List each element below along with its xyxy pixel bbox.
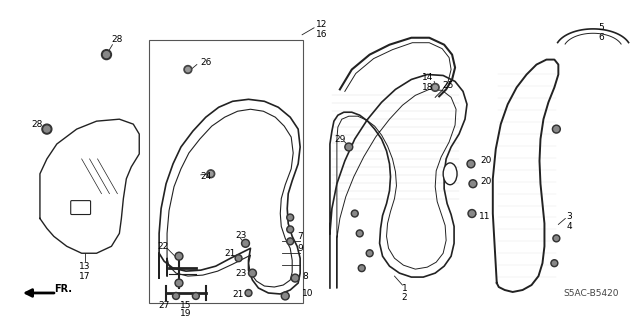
Circle shape (358, 231, 362, 235)
Text: S5AC-B5420: S5AC-B5420 (563, 289, 619, 298)
Circle shape (554, 127, 559, 132)
Circle shape (345, 143, 353, 151)
Circle shape (175, 252, 183, 260)
Circle shape (44, 126, 50, 132)
Circle shape (248, 269, 257, 277)
Circle shape (42, 124, 52, 134)
Circle shape (351, 210, 358, 217)
Text: 9: 9 (297, 244, 303, 253)
Text: 22: 22 (157, 242, 169, 251)
Circle shape (246, 291, 250, 295)
Text: 20: 20 (480, 156, 492, 165)
Text: 29: 29 (334, 135, 346, 144)
Circle shape (470, 211, 474, 216)
Circle shape (173, 293, 179, 300)
Text: 10: 10 (302, 289, 314, 299)
Circle shape (174, 294, 178, 298)
Circle shape (554, 236, 558, 240)
Circle shape (288, 227, 292, 231)
Circle shape (288, 216, 292, 219)
Text: 12: 12 (316, 20, 328, 29)
Text: 1: 1 (401, 284, 407, 293)
Circle shape (287, 214, 294, 221)
Circle shape (356, 230, 364, 237)
Circle shape (551, 260, 558, 267)
Circle shape (207, 170, 215, 178)
Circle shape (175, 279, 183, 287)
Circle shape (360, 266, 364, 270)
Text: 15: 15 (180, 301, 191, 310)
Circle shape (184, 65, 192, 73)
Circle shape (209, 172, 213, 176)
Circle shape (433, 85, 437, 90)
Circle shape (552, 125, 561, 133)
Text: 19: 19 (180, 309, 191, 318)
Text: 7: 7 (297, 232, 303, 241)
Circle shape (468, 210, 476, 218)
Text: 8: 8 (302, 271, 308, 281)
Text: 6: 6 (598, 33, 604, 42)
Text: 21: 21 (232, 291, 243, 300)
Text: 20: 20 (480, 177, 492, 186)
Circle shape (468, 161, 474, 166)
Text: 11: 11 (479, 212, 490, 221)
Circle shape (470, 181, 476, 186)
Ellipse shape (443, 163, 457, 185)
Circle shape (431, 84, 439, 91)
Circle shape (292, 276, 298, 281)
Circle shape (291, 274, 299, 282)
Circle shape (243, 241, 248, 246)
Text: 23: 23 (235, 269, 246, 278)
Text: 16: 16 (316, 30, 328, 39)
Circle shape (367, 251, 372, 255)
Text: 26: 26 (201, 58, 212, 67)
Circle shape (288, 239, 292, 243)
Text: 27: 27 (158, 301, 170, 310)
Circle shape (250, 271, 255, 276)
Circle shape (237, 256, 241, 260)
Circle shape (469, 180, 477, 188)
Circle shape (241, 239, 250, 247)
Circle shape (186, 67, 190, 72)
Circle shape (366, 250, 373, 257)
Circle shape (358, 265, 365, 271)
Circle shape (552, 261, 556, 265)
Text: 2: 2 (402, 293, 407, 302)
Circle shape (235, 255, 242, 262)
Text: 13: 13 (79, 262, 90, 271)
Text: 23: 23 (235, 231, 246, 240)
Text: 21: 21 (224, 249, 236, 258)
Text: 28: 28 (112, 35, 123, 44)
Text: 3: 3 (566, 212, 572, 221)
Circle shape (104, 52, 109, 58)
Circle shape (283, 293, 288, 299)
Circle shape (287, 226, 294, 233)
Text: 25: 25 (442, 81, 454, 90)
Text: 5: 5 (598, 23, 604, 32)
Text: 14: 14 (422, 73, 433, 82)
Text: 28: 28 (31, 120, 43, 129)
Circle shape (245, 290, 252, 296)
Circle shape (281, 292, 289, 300)
Circle shape (177, 281, 182, 286)
Text: 24: 24 (201, 172, 212, 181)
Text: FR.: FR. (54, 284, 72, 294)
Circle shape (177, 254, 182, 259)
Circle shape (287, 238, 294, 245)
Text: 17: 17 (79, 271, 90, 281)
Circle shape (553, 235, 560, 242)
Bar (149, 40, 303, 303)
Text: 4: 4 (566, 222, 572, 231)
Text: 18: 18 (422, 83, 433, 92)
Circle shape (194, 294, 198, 298)
Circle shape (346, 145, 351, 150)
Circle shape (193, 293, 199, 300)
Circle shape (353, 211, 356, 216)
Circle shape (467, 160, 475, 168)
Circle shape (102, 50, 111, 60)
